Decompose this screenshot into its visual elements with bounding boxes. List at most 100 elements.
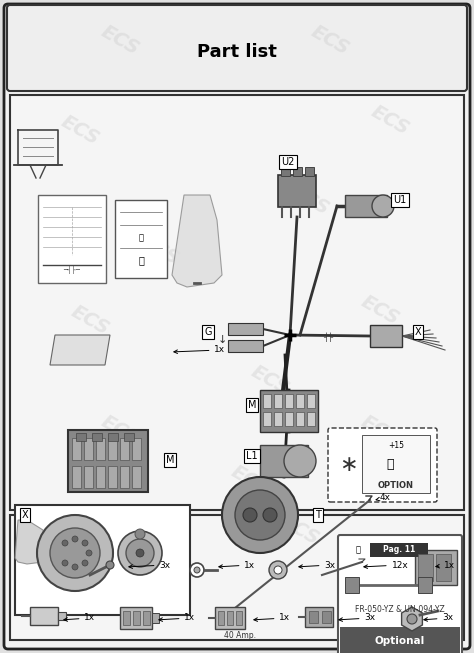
Text: 40 Amp.: 40 Amp. — [224, 631, 256, 639]
Bar — [263, 412, 271, 426]
Text: 1x: 1x — [436, 560, 456, 569]
Bar — [274, 412, 282, 426]
Circle shape — [274, 566, 282, 574]
Text: X: X — [22, 510, 28, 520]
Circle shape — [37, 515, 113, 591]
Bar — [84, 438, 93, 460]
Bar — [108, 466, 117, 488]
FancyBboxPatch shape — [338, 535, 462, 653]
Bar — [10, 95, 464, 510]
Circle shape — [82, 560, 88, 566]
Circle shape — [269, 561, 287, 579]
Bar — [108, 438, 117, 460]
Text: 3x: 3x — [339, 614, 375, 622]
Bar — [76, 433, 86, 441]
Text: ECS: ECS — [228, 462, 273, 498]
Text: M: M — [248, 400, 256, 410]
Bar — [120, 466, 129, 488]
Bar — [96, 438, 105, 460]
Circle shape — [263, 508, 277, 522]
Bar — [152, 613, 159, 623]
Text: OPTION: OPTION — [378, 481, 414, 490]
Text: ECS: ECS — [98, 411, 143, 449]
Circle shape — [136, 549, 144, 557]
Text: 3x: 3x — [129, 560, 171, 569]
Text: ECS: ECS — [308, 22, 353, 59]
Text: ─┤├─: ─┤├─ — [64, 266, 81, 274]
Bar — [296, 394, 304, 408]
Bar — [293, 167, 302, 176]
Circle shape — [372, 195, 394, 217]
Text: ┤├: ┤├ — [323, 332, 333, 342]
Bar — [305, 167, 314, 176]
Bar — [72, 438, 81, 460]
Bar — [30, 607, 58, 625]
Bar — [15, 505, 190, 615]
Bar — [345, 577, 359, 593]
Circle shape — [284, 445, 316, 477]
Text: U1: U1 — [393, 195, 407, 205]
Bar — [10, 515, 464, 640]
Bar — [307, 412, 315, 426]
Text: U2: U2 — [281, 157, 295, 167]
Bar — [415, 550, 457, 585]
Bar — [228, 340, 263, 352]
Bar — [285, 412, 293, 426]
Bar — [436, 554, 451, 581]
Circle shape — [190, 563, 204, 577]
Text: 📢: 📢 — [356, 545, 361, 554]
Text: ECS: ECS — [357, 582, 402, 618]
Bar — [236, 611, 242, 625]
Bar — [370, 325, 402, 347]
Bar — [133, 611, 140, 625]
Bar — [115, 200, 167, 278]
Bar — [345, 195, 387, 217]
Bar — [281, 167, 290, 176]
Bar — [285, 394, 293, 408]
Circle shape — [222, 477, 298, 553]
Text: M: M — [166, 455, 174, 465]
Text: Optional: Optional — [375, 636, 425, 646]
Text: L1: L1 — [246, 451, 258, 461]
Text: ECS: ECS — [357, 291, 402, 328]
Text: G: G — [204, 327, 212, 337]
Text: ECS: ECS — [57, 511, 102, 549]
Text: ECS: ECS — [137, 232, 182, 268]
Text: 🚗: 🚗 — [138, 255, 144, 265]
Bar — [263, 394, 271, 408]
Circle shape — [118, 531, 162, 575]
FancyBboxPatch shape — [7, 5, 467, 91]
Text: Part list: Part list — [197, 43, 277, 61]
Circle shape — [82, 540, 88, 546]
Bar — [143, 611, 150, 625]
Text: 1x: 1x — [254, 614, 291, 622]
Text: 1x: 1x — [159, 614, 196, 622]
Text: ECS: ECS — [68, 302, 112, 338]
Circle shape — [194, 567, 200, 573]
Bar — [278, 175, 316, 207]
Circle shape — [72, 564, 78, 570]
Text: 🚗: 🚗 — [138, 234, 144, 242]
Bar — [260, 445, 308, 477]
Polygon shape — [172, 195, 222, 287]
Bar — [124, 433, 134, 441]
Text: 12x: 12x — [364, 560, 409, 569]
Circle shape — [62, 540, 68, 546]
Bar — [370, 543, 428, 557]
Circle shape — [86, 550, 92, 556]
Text: 1x: 1x — [64, 614, 96, 622]
Polygon shape — [50, 335, 110, 365]
Text: ECS: ECS — [378, 541, 422, 579]
Circle shape — [126, 539, 154, 567]
Bar — [38, 195, 106, 283]
Bar — [309, 611, 318, 623]
Bar — [218, 611, 224, 625]
Bar — [227, 611, 233, 625]
Bar — [418, 554, 433, 581]
Bar — [120, 607, 152, 629]
Circle shape — [235, 490, 285, 540]
Circle shape — [407, 614, 417, 624]
Text: ECS: ECS — [247, 362, 292, 398]
Bar — [120, 438, 129, 460]
Text: 3x: 3x — [299, 560, 336, 569]
